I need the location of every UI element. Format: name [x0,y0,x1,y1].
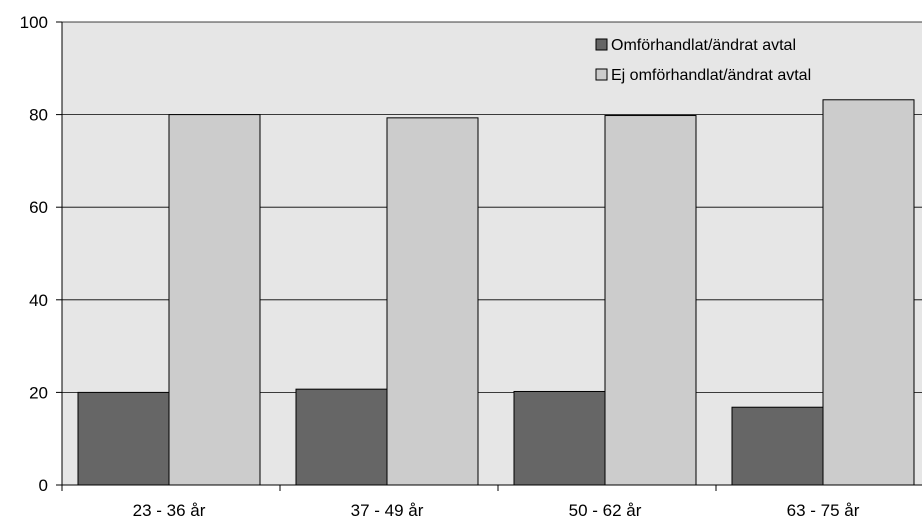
bars [77,99,915,486]
legend-label: Omförhandlat/ändrat avtal [611,37,796,54]
legend-label: Ej omförhandlat/ändrat avtal [611,67,811,84]
y-axis-ticks: 0 20 40 60 80 100 [20,13,62,495]
x-tick-label: 63 - 75 år [787,501,860,520]
legend: Omförhandlat/ändrat avtal Ej omförhandlat… [595,37,811,84]
bar-omforhandlat [731,406,824,486]
bar-omforhandlat [295,388,388,486]
bar-ej-omforhandlat [822,99,915,486]
y-tick-label: 20 [29,383,48,402]
x-axis-ticks: 23 - 36 år 37 - 49 år 50 - 62 år 63 - 75 år [61,485,860,520]
y-tick-label: 40 [29,291,48,310]
bar-omforhandlat [513,390,606,486]
legend-swatch [595,68,608,81]
legend-swatch [595,38,608,51]
y-tick-label: 0 [39,476,48,495]
y-tick-label: 80 [29,106,48,125]
y-tick-label: 100 [20,13,48,32]
bar-omforhandlat [77,391,170,486]
x-tick-label: 37 - 49 år [351,501,424,520]
x-tick-label: 50 - 62 år [569,501,642,520]
bar-ej-omforhandlat [604,115,697,486]
bar-ej-omforhandlat [386,117,479,486]
y-tick-label: 60 [29,198,48,217]
x-tick-label: 23 - 36 år [133,501,206,520]
bar-ej-omforhandlat [168,114,261,486]
